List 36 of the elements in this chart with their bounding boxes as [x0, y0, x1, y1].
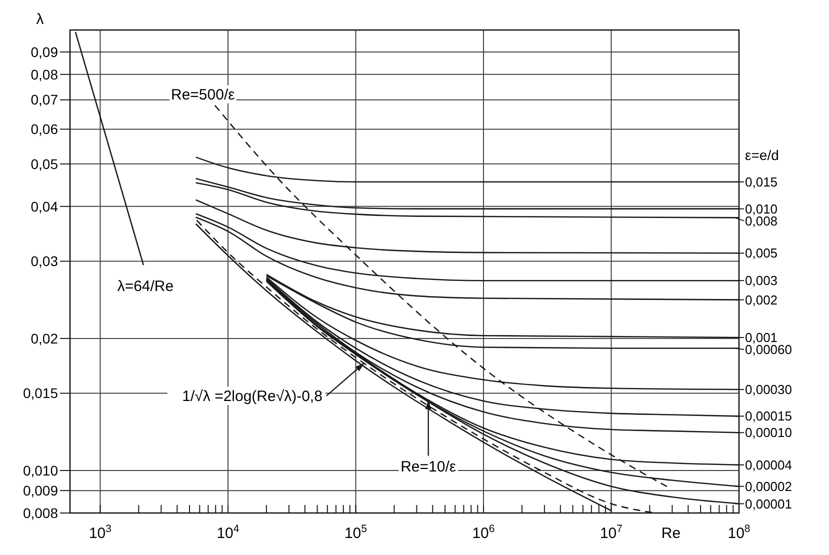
- x-tick-label: 10$^{8}$: [728, 523, 750, 542]
- legend-label: 0,010: [745, 201, 778, 216]
- legend-label: 0,002: [745, 292, 778, 308]
- legend-label: 0,003: [745, 273, 778, 288]
- x-tick-label: 10$^{7}$: [600, 523, 623, 542]
- legend-label: 0,005: [745, 246, 778, 261]
- y-tick-label: 0,02: [30, 330, 58, 346]
- y-tick-label: 0,09: [30, 44, 58, 60]
- y-tick-label: 0,04: [30, 198, 58, 214]
- annotation: λ=64/Re: [117, 278, 174, 296]
- x-tick-label: 10$^{4}$: [216, 523, 240, 542]
- x-tick-label: 10$^{3}$: [88, 523, 112, 542]
- legend-label: 0,015: [745, 174, 778, 190]
- legend-label: 0,00030: [745, 382, 792, 398]
- x-tick-label: 10$^{6}$: [472, 523, 495, 542]
- x-axis-title: Re: [661, 525, 681, 542]
- y-tick-label: 0,05: [30, 156, 58, 172]
- y-axis-title: λ: [36, 11, 44, 28]
- y-tick-label: 0,010: [22, 462, 58, 478]
- y-tick-label: 0,009: [22, 482, 58, 498]
- legend-label: 0,00015: [745, 408, 792, 424]
- legend-label: 0,00004: [745, 457, 792, 472]
- y-tick-label: 0,07: [30, 92, 58, 108]
- annotation: Re=10/ε: [400, 458, 456, 476]
- legend-title: ε=e/d: [745, 146, 779, 163]
- y-tick-label: 0,08: [30, 66, 58, 82]
- y-tick-label: 0,008: [22, 504, 58, 521]
- annotation: Re=500/ε: [170, 86, 236, 104]
- legend-label: 0,00010: [745, 425, 792, 440]
- y-tick-label: 0,06: [30, 121, 58, 138]
- annotation: 1/√λ =2log(Re√λ)-0,8: [182, 388, 322, 405]
- legend-label: 0,00001: [745, 496, 792, 512]
- y-tick-label: 0,015: [22, 385, 58, 402]
- legend-label: 0,00002: [745, 478, 792, 494]
- y-tick-label: 0,03: [30, 253, 58, 270]
- x-tick-label: 10$^{5}$: [344, 523, 368, 542]
